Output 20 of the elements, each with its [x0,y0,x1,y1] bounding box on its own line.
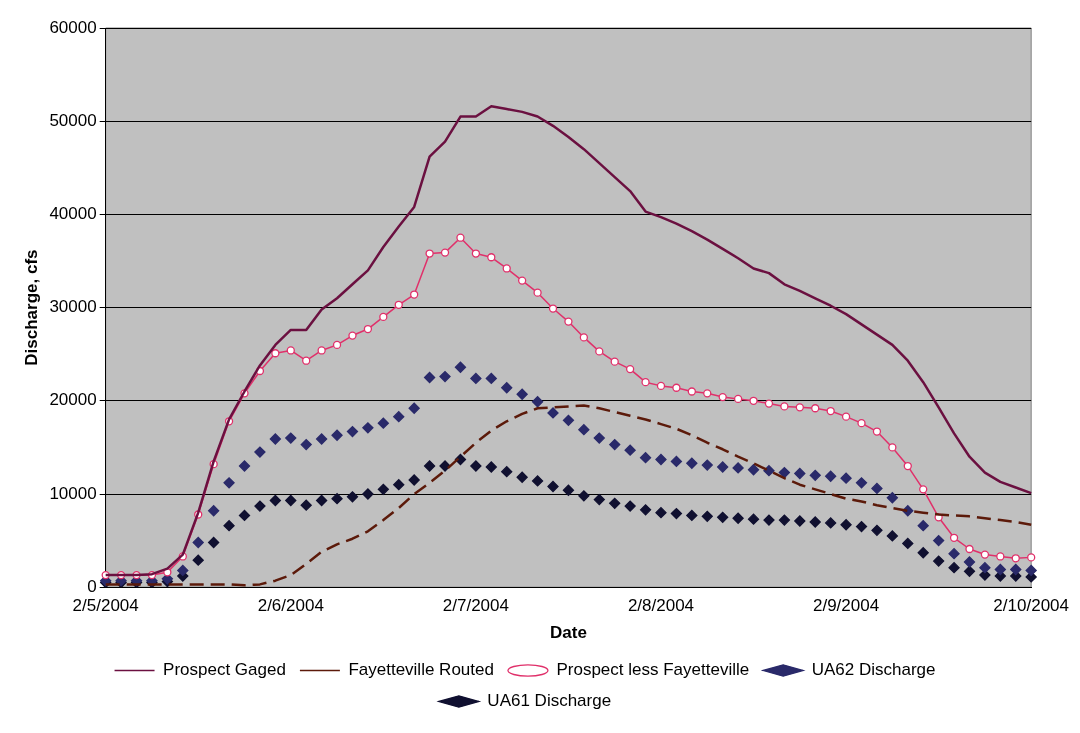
legend-label: Prospect Gaged [163,660,286,680]
y-tick-label: 40000 [49,204,97,224]
x-tick-label: 2/10/2004 [993,596,1070,616]
y-tick-label: 10000 [49,483,97,503]
legend-label: Prospect less Fayetteville [556,660,750,680]
y-tick-label: 60000 [49,17,97,37]
x-tick-label: 2/7/2004 [442,596,509,616]
legend-label: UA62 Discharge [811,660,936,680]
x-tick-label: 2/8/2004 [627,596,695,616]
y-tick-label: 30000 [49,297,97,317]
x-tick-label: 2/6/2004 [257,596,324,616]
x-axis-title: Date [550,623,587,643]
y-tick-label: 0 [87,576,97,596]
legend-label: Fayetteville Routed [348,660,494,680]
y-tick-label: 50000 [49,110,97,130]
x-tick-label: 2/5/2004 [72,596,139,616]
legend-label: UA61 Discharge [487,691,612,711]
y-axis-title: Discharge, cfs [21,249,41,366]
y-tick-label: 20000 [49,390,97,410]
x-tick-label: 2/9/2004 [812,596,880,616]
